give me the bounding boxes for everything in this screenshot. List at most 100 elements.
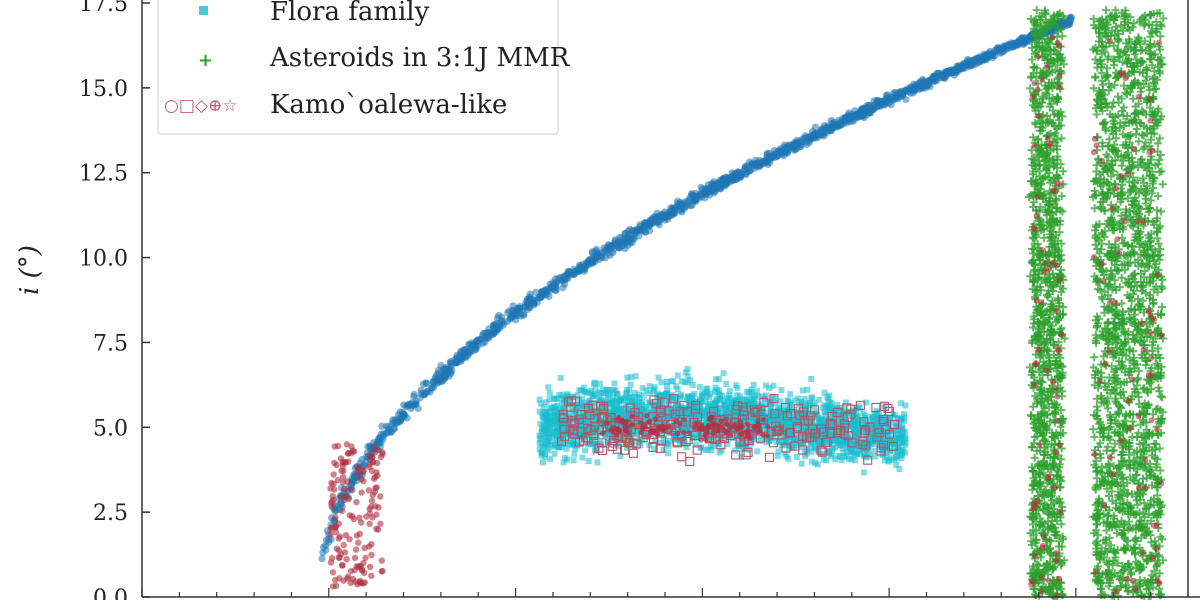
scatter-point <box>327 531 334 538</box>
scatter-point <box>656 213 664 221</box>
scatter-point <box>693 421 700 427</box>
scatter-point <box>689 382 696 388</box>
scatter-point <box>617 427 623 434</box>
scatter-point <box>942 67 950 76</box>
scatter-point <box>559 406 566 413</box>
scatter-point <box>686 430 692 436</box>
scatter-point <box>787 391 794 398</box>
scatter-point <box>1013 40 1022 48</box>
scatter-point <box>640 392 647 399</box>
scatter-point <box>328 503 335 510</box>
scatter-point <box>737 423 743 429</box>
scatter-point <box>550 413 557 420</box>
scatter-point <box>681 203 689 211</box>
scatter-point <box>850 449 857 456</box>
scatter-point <box>770 382 777 389</box>
scatter-point <box>368 551 375 559</box>
scatter-point <box>617 397 624 404</box>
scatter-point <box>564 269 572 277</box>
scatter-point <box>760 417 767 423</box>
scatter-point <box>674 431 681 437</box>
scatter-point <box>337 551 345 558</box>
scatter-point <box>332 514 339 521</box>
scatter-point <box>816 396 823 403</box>
scatter-point <box>783 453 790 460</box>
scatter-point <box>882 91 890 100</box>
scatter-point <box>629 413 635 419</box>
scatter-point <box>618 419 625 425</box>
scatter-point <box>543 399 550 406</box>
scatter-point <box>608 427 614 433</box>
scatter-point <box>652 416 659 422</box>
scatter-point <box>823 457 830 464</box>
scatter-point <box>490 326 498 334</box>
scatter-point <box>762 382 769 389</box>
scatter-point <box>766 158 774 166</box>
scatter-point <box>474 336 482 344</box>
scatter-point <box>852 432 859 439</box>
scatter-point <box>678 378 685 385</box>
scatter-point <box>674 197 682 205</box>
scatter-point <box>757 427 763 434</box>
scatter-point <box>681 429 687 435</box>
scatter-point <box>833 122 841 130</box>
scatter-point <box>627 381 634 388</box>
scatter-point <box>742 416 749 423</box>
scatter-point <box>363 513 370 520</box>
scatter-point <box>483 333 491 341</box>
scatter-point <box>328 525 335 532</box>
scatter-point <box>582 262 590 271</box>
scatter-point <box>579 395 586 402</box>
scatter-point <box>580 384 587 391</box>
scatter-point <box>863 454 870 461</box>
scatter-point <box>718 392 725 399</box>
scatter-point <box>898 416 905 423</box>
scatter-point <box>462 353 470 361</box>
scatter-point <box>715 376 722 383</box>
scatter-point <box>377 439 385 447</box>
scatter-point <box>559 284 567 292</box>
scatter-point <box>668 210 676 218</box>
scatter-point <box>876 97 885 105</box>
scatter-point <box>899 431 906 438</box>
scatter-point <box>597 380 604 387</box>
scatter-point <box>846 455 853 462</box>
scatter-point <box>557 375 564 381</box>
scatter-point <box>629 226 638 234</box>
scatter-point <box>396 408 404 416</box>
scatter-point <box>894 93 902 101</box>
scatter-point <box>330 471 337 478</box>
scatter-point <box>811 123 819 131</box>
scatter-point <box>577 263 585 271</box>
scatter-point <box>663 391 670 397</box>
scatter-point <box>611 380 618 387</box>
scatter-point <box>765 424 771 430</box>
scatter-point <box>336 575 343 582</box>
scatter-point <box>996 49 1004 57</box>
scatter-point <box>551 395 558 402</box>
scatter-point <box>599 430 605 436</box>
scatter-point <box>368 467 376 474</box>
scatter-point <box>426 388 434 396</box>
scatter-point <box>549 432 556 439</box>
scatter-point <box>770 395 777 402</box>
scatter-point <box>902 402 909 409</box>
scatter-point <box>726 392 732 399</box>
scatter-point <box>752 392 759 399</box>
scatter-point <box>368 572 375 579</box>
scatter-point <box>342 532 350 539</box>
scatter-point <box>808 376 815 382</box>
scatter-point <box>700 188 708 196</box>
scatter-point <box>353 532 361 539</box>
scatter-point <box>775 448 782 455</box>
scatter-point <box>797 142 805 151</box>
scatter-point <box>571 450 578 457</box>
scatter-point <box>853 417 859 424</box>
scatter-point <box>850 112 858 120</box>
scatter-point <box>329 493 336 500</box>
scatter-point <box>540 459 546 466</box>
scatter-point <box>358 455 366 464</box>
scatter-point <box>318 555 326 563</box>
scatter-point <box>322 536 330 544</box>
scatter-point <box>556 273 564 281</box>
